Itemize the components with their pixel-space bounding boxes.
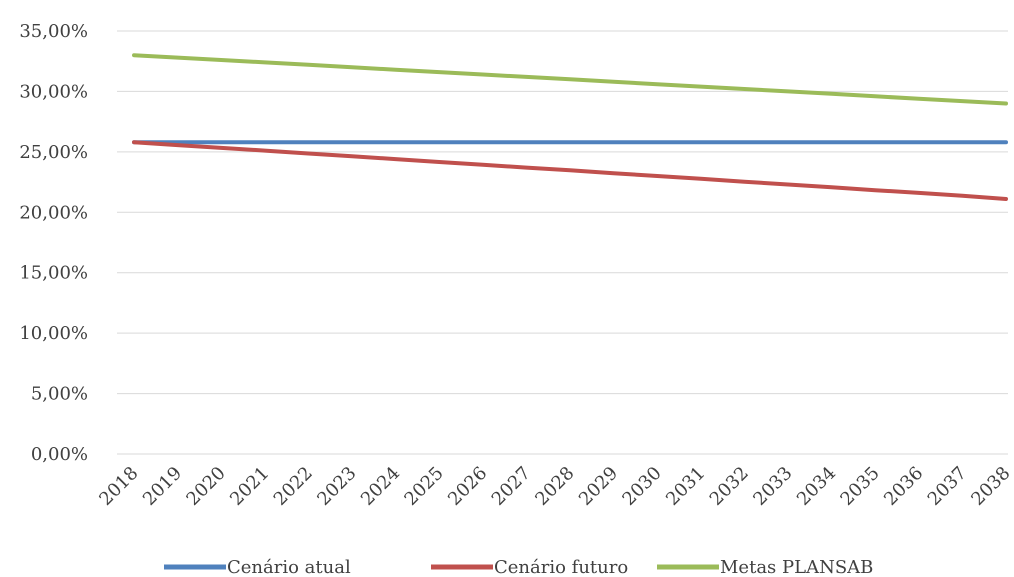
x-tick-label: 2038	[967, 463, 1014, 510]
x-tick-label: 2034	[793, 463, 840, 510]
y-tick-label: 35,00%	[19, 21, 88, 42]
x-tick-label: 2025	[400, 463, 447, 510]
y-tick-label: 25,00%	[19, 142, 88, 163]
legend-label-1: Cenário atual	[227, 557, 351, 577]
x-tick-label: 2035	[836, 463, 883, 510]
series-line-3	[132, 53, 1008, 106]
x-tick-label: 2028	[531, 463, 578, 510]
x-tick-label: 2031	[662, 463, 709, 510]
x-tick-label: 2033	[749, 463, 796, 510]
y-tick-label: 30,00%	[19, 81, 88, 102]
x-tick-label: 2018	[95, 463, 142, 510]
series-lines	[132, 53, 1008, 201]
x-tick-label: 2037	[924, 463, 971, 510]
y-tick-label: 20,00%	[19, 202, 88, 223]
legend-label-3: Metas PLANSAB	[720, 557, 873, 577]
y-tick-label: 0,00%	[31, 444, 88, 465]
x-tick-label: 2036	[880, 463, 927, 510]
y-axis-tick-labels: 0,00% 5,00% 10,00% 15,00% 20,00% 25,00% 30,00%…	[19, 21, 88, 465]
x-tick-label: 2019	[139, 463, 186, 510]
y-tick-label: 10,00%	[19, 323, 88, 344]
x-tick-label: 2030	[618, 463, 665, 510]
x-tick-label: 2024	[357, 463, 404, 510]
x-tick-label: 2022	[270, 463, 317, 510]
x-tick-label: 2023	[313, 463, 360, 510]
y-tick-label: 5,00%	[31, 384, 88, 405]
x-tick-label: 2029	[575, 463, 622, 510]
y-tick-label: 15,00%	[19, 263, 88, 284]
x-tick-label: 2032	[706, 463, 753, 510]
legend-label-2: Cenário futuro	[494, 557, 628, 577]
x-axis-tick-labels: 2018201920202021202220232024202520262027…	[95, 463, 1014, 510]
x-tick-label: 2026	[444, 463, 491, 510]
legend: Cenário atual Cenário futuro Metas PLANSAB	[164, 557, 873, 577]
x-tick-label: 2027	[488, 463, 535, 510]
x-tick-label: 2020	[182, 463, 229, 510]
series-line-2	[132, 140, 1008, 201]
x-tick-label: 2021	[226, 463, 273, 510]
